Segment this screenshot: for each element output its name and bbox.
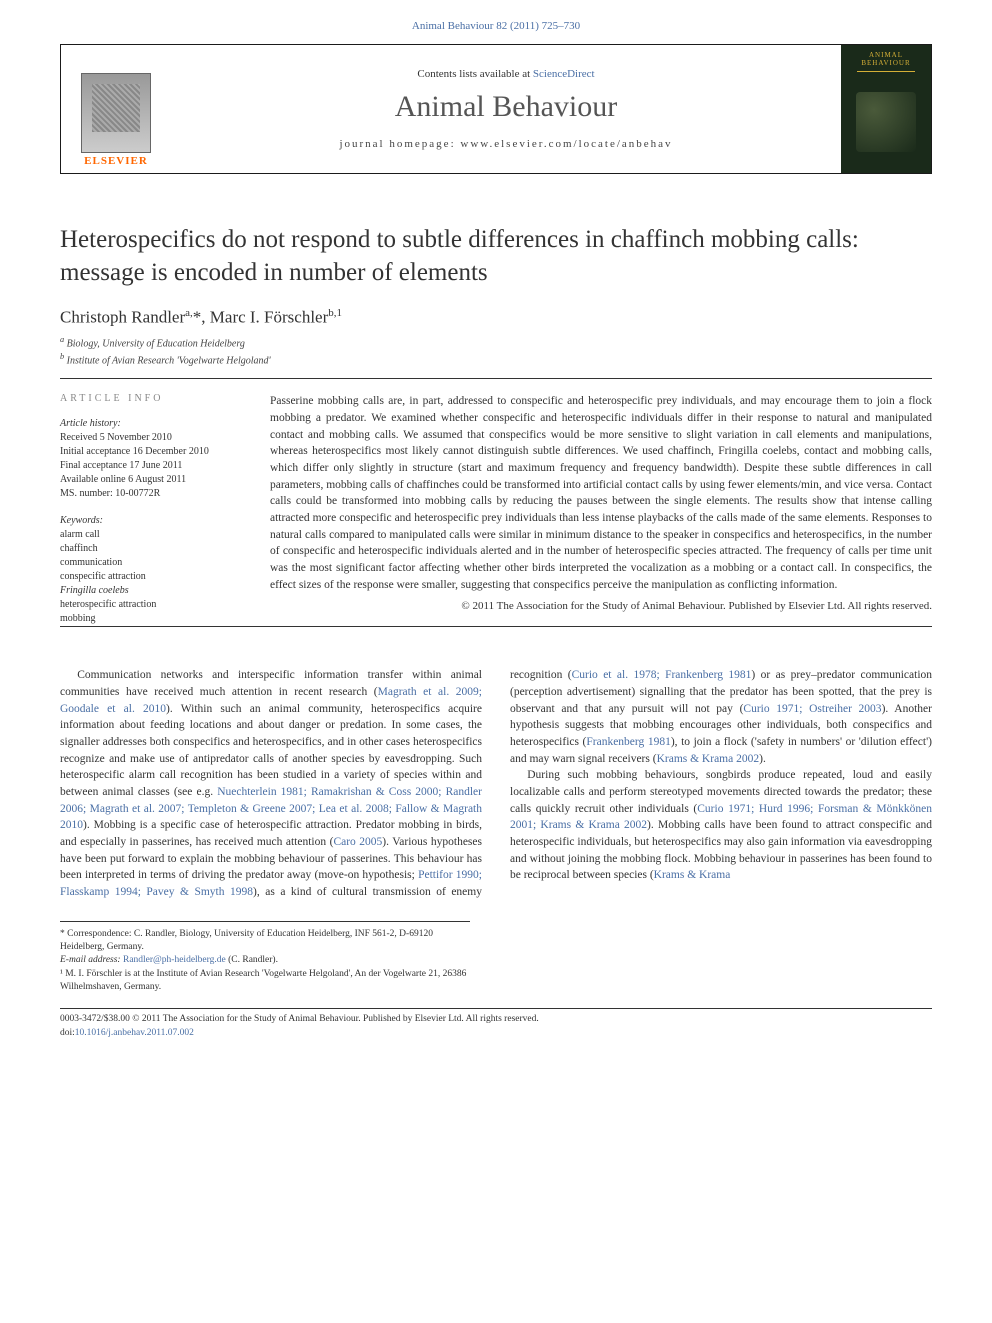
keywords-label: Keywords: xyxy=(60,515,250,526)
correspondence-footnote: * Correspondence: C. Randler, Biology, U… xyxy=(60,928,470,955)
abstract-copyright: © 2011 The Association for the Study of … xyxy=(270,599,932,615)
email-link[interactable]: Randler@ph-heidelberg.de xyxy=(123,955,226,965)
ref-link[interactable]: Curio et al. 1978; Frankenberg 1981 xyxy=(572,669,752,681)
journal-header-box: ELSEVIER Contents lists available at Sci… xyxy=(60,44,932,174)
sciencedirect-link[interactable]: ScienceDirect xyxy=(533,68,595,80)
affiliation-a: a Biology, University of Education Heide… xyxy=(60,334,932,351)
keyword: chaffinch xyxy=(60,542,250,556)
affiliation-b: b Institute of Avian Research 'Vogelwart… xyxy=(60,351,932,368)
citation-header: Animal Behaviour 82 (2011) 725–730 xyxy=(0,0,992,44)
history-item: Available online 6 August 2011 xyxy=(60,473,250,487)
keyword: alarm call xyxy=(60,528,250,542)
homepage-url: www.elsevier.com/locate/anbehav xyxy=(460,138,672,150)
author-sup-b: b,1 xyxy=(328,307,342,319)
info-header: ARTICLE INFO xyxy=(60,393,250,404)
article-title: Heterospecifics do not respond to subtle… xyxy=(60,224,932,289)
footer: 0003-3472/$38.00 © 2011 The Association … xyxy=(60,1013,932,1040)
keyword: mobbing xyxy=(60,612,250,626)
history-item: Final acceptance 17 June 2011 xyxy=(60,459,250,473)
journal-homepage: journal homepage: www.elsevier.com/locat… xyxy=(339,138,672,150)
history-items: Received 5 November 2010 Initial accepta… xyxy=(60,431,250,501)
header-center: Contents lists available at ScienceDirec… xyxy=(171,45,841,173)
doi-link[interactable]: 10.1016/j.anbehav.2011.07.002 xyxy=(75,1028,194,1038)
history-item: Received 5 November 2010 xyxy=(60,431,250,445)
history-item: Initial acceptance 16 December 2010 xyxy=(60,445,250,459)
footer-divider xyxy=(60,1008,932,1009)
divider-bottom xyxy=(60,626,932,627)
homepage-label: journal homepage: xyxy=(339,138,460,150)
cover-image-icon xyxy=(856,92,916,152)
info-abstract-row: ARTICLE INFO Article history: Received 5… xyxy=(60,379,932,626)
ref-link[interactable]: Krams & Krama xyxy=(654,869,731,881)
abstract-text: Passerine mobbing calls are, in part, ad… xyxy=(270,395,932,590)
footer-doi: doi:10.1016/j.anbehav.2011.07.002 xyxy=(60,1027,932,1040)
abstract: Passerine mobbing calls are, in part, ad… xyxy=(270,393,932,626)
body-para-2: During such mobbing behaviours, songbird… xyxy=(510,767,932,884)
keyword: Fringilla coelebs xyxy=(60,584,250,598)
authors-line: Christoph Randlera,*, Marc I. Förschlerb… xyxy=(60,307,932,328)
journal-cover: ANIMAL BEHAVIOUR xyxy=(841,45,931,173)
keyword: heterospecific attraction xyxy=(60,598,250,612)
history-label: Article history: xyxy=(60,418,250,429)
affiliations: a Biology, University of Education Heide… xyxy=(60,334,932,369)
elsevier-label: ELSEVIER xyxy=(84,155,148,167)
contents-available-line: Contents lists available at ScienceDirec… xyxy=(417,68,594,80)
footnote-1: ¹ M. I. Förschler is at the Institute of… xyxy=(60,968,470,995)
footer-copyright: 0003-3472/$38.00 © 2011 The Association … xyxy=(60,1013,932,1026)
ref-link[interactable]: Frankenberg 1981 xyxy=(586,736,670,748)
elsevier-tree-icon xyxy=(81,73,151,153)
contents-text: Contents lists available at xyxy=(417,68,532,80)
email-footnote: E-mail address: Randler@ph-heidelberg.de… xyxy=(60,954,470,967)
article-info: ARTICLE INFO Article history: Received 5… xyxy=(60,393,270,626)
journal-name: Animal Behaviour xyxy=(395,90,617,124)
author-sup-a: a, xyxy=(185,307,193,319)
keyword: conspecific attraction xyxy=(60,570,250,584)
ref-link[interactable]: Caro 2005 xyxy=(333,836,382,848)
footnotes: * Correspondence: C. Randler, Biology, U… xyxy=(60,921,470,994)
elsevier-logo: ELSEVIER xyxy=(61,45,171,173)
keyword: communication xyxy=(60,556,250,570)
history-item: MS. number: 10-00772R xyxy=(60,487,250,501)
body-text: Communication networks and interspecific… xyxy=(60,667,932,900)
ref-link[interactable]: Krams & Krama 2002 xyxy=(657,753,760,765)
cover-divider xyxy=(857,71,914,72)
keywords-items: alarm call chaffinch communication consp… xyxy=(60,528,250,626)
ref-link[interactable]: Curio 1971; Ostreiher 2003 xyxy=(743,703,881,715)
cover-title: ANIMAL BEHAVIOUR xyxy=(845,51,927,67)
